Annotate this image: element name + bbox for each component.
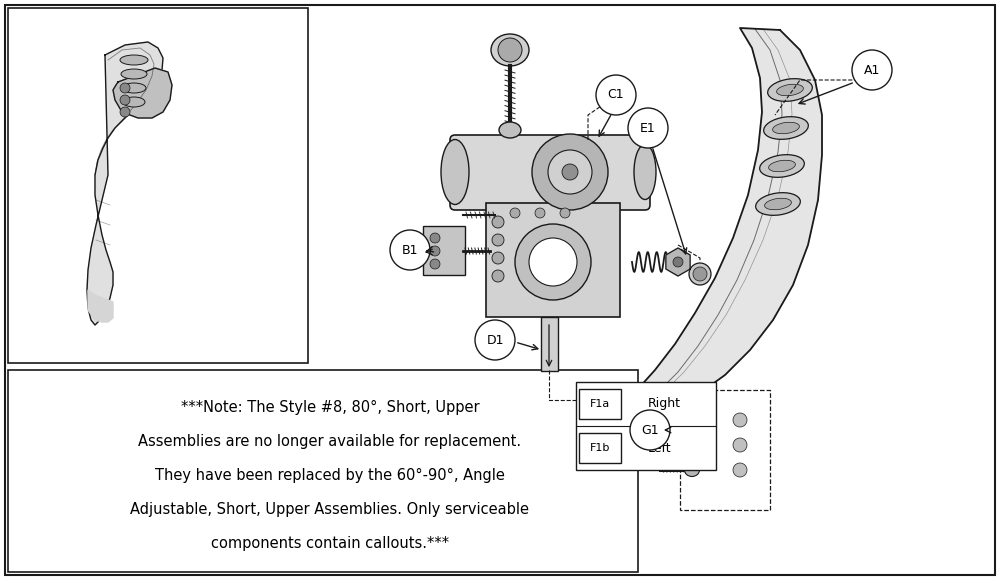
Text: F1b: F1b [590, 443, 610, 453]
Ellipse shape [684, 463, 700, 477]
Ellipse shape [764, 117, 808, 139]
Ellipse shape [499, 122, 521, 138]
Text: F1a: F1a [590, 399, 610, 409]
Circle shape [492, 270, 504, 282]
Bar [8, 8, 308, 363]
Ellipse shape [769, 160, 795, 172]
Ellipse shape [120, 55, 148, 65]
Circle shape [390, 230, 430, 270]
Circle shape [596, 75, 636, 115]
Text: They have been replaced by the 60°-90°, Angle: They have been replaced by the 60°-90°, … [155, 468, 505, 483]
FancyBboxPatch shape [579, 433, 621, 463]
Circle shape [120, 95, 130, 105]
Ellipse shape [634, 144, 656, 200]
Text: Adjustable, Short, Upper Assemblies. Only serviceable: Adjustable, Short, Upper Assemblies. Onl… [130, 502, 530, 517]
Circle shape [492, 216, 504, 228]
Circle shape [733, 438, 747, 452]
Circle shape [492, 252, 504, 264]
Text: Right: Right [648, 397, 681, 411]
FancyBboxPatch shape [450, 135, 650, 210]
Circle shape [475, 320, 515, 360]
Polygon shape [113, 68, 172, 118]
Circle shape [498, 38, 522, 62]
Polygon shape [87, 42, 163, 325]
Ellipse shape [123, 97, 145, 107]
Bar [8, 370, 638, 572]
Bar [576, 382, 716, 470]
Text: E1: E1 [640, 121, 656, 135]
Circle shape [535, 208, 545, 218]
Text: A1: A1 [864, 63, 880, 77]
Circle shape [673, 257, 683, 267]
Ellipse shape [441, 140, 469, 205]
Circle shape [562, 164, 578, 180]
Polygon shape [666, 248, 690, 276]
Ellipse shape [765, 198, 791, 210]
Text: D1: D1 [486, 334, 504, 346]
Circle shape [628, 108, 668, 148]
Ellipse shape [768, 79, 812, 102]
Circle shape [852, 50, 892, 90]
Circle shape [532, 134, 608, 210]
Circle shape [733, 413, 747, 427]
Circle shape [120, 83, 130, 93]
Ellipse shape [773, 122, 799, 134]
Ellipse shape [122, 83, 146, 93]
Text: G1: G1 [641, 423, 659, 437]
FancyBboxPatch shape [579, 389, 621, 419]
Ellipse shape [756, 193, 800, 215]
Ellipse shape [760, 155, 804, 177]
Circle shape [630, 410, 670, 450]
Circle shape [430, 259, 440, 269]
Circle shape [430, 233, 440, 243]
Text: B1: B1 [402, 244, 418, 256]
Circle shape [548, 150, 592, 194]
Polygon shape [88, 290, 113, 322]
Circle shape [120, 107, 130, 117]
Text: ***Note: The Style #8, 80°, Short, Upper: ***Note: The Style #8, 80°, Short, Upper [181, 400, 479, 415]
Circle shape [693, 267, 707, 281]
Text: C1: C1 [608, 89, 624, 101]
Bar [680, 390, 770, 510]
FancyBboxPatch shape [486, 203, 620, 317]
Ellipse shape [689, 263, 711, 285]
Circle shape [430, 246, 440, 256]
FancyBboxPatch shape [423, 226, 465, 275]
Ellipse shape [684, 438, 700, 451]
Ellipse shape [121, 69, 147, 79]
Circle shape [492, 234, 504, 246]
Circle shape [560, 208, 570, 218]
Circle shape [515, 224, 591, 300]
Polygon shape [580, 28, 822, 415]
Text: Assemblies are no longer available for replacement.: Assemblies are no longer available for r… [138, 434, 522, 449]
Circle shape [733, 463, 747, 477]
FancyBboxPatch shape [541, 317, 558, 371]
Ellipse shape [777, 84, 803, 96]
Circle shape [510, 208, 520, 218]
Text: Left: Left [648, 441, 672, 455]
Circle shape [529, 238, 577, 286]
Ellipse shape [491, 34, 529, 66]
Ellipse shape [684, 414, 700, 426]
Text: components contain callouts.***: components contain callouts.*** [211, 536, 449, 551]
